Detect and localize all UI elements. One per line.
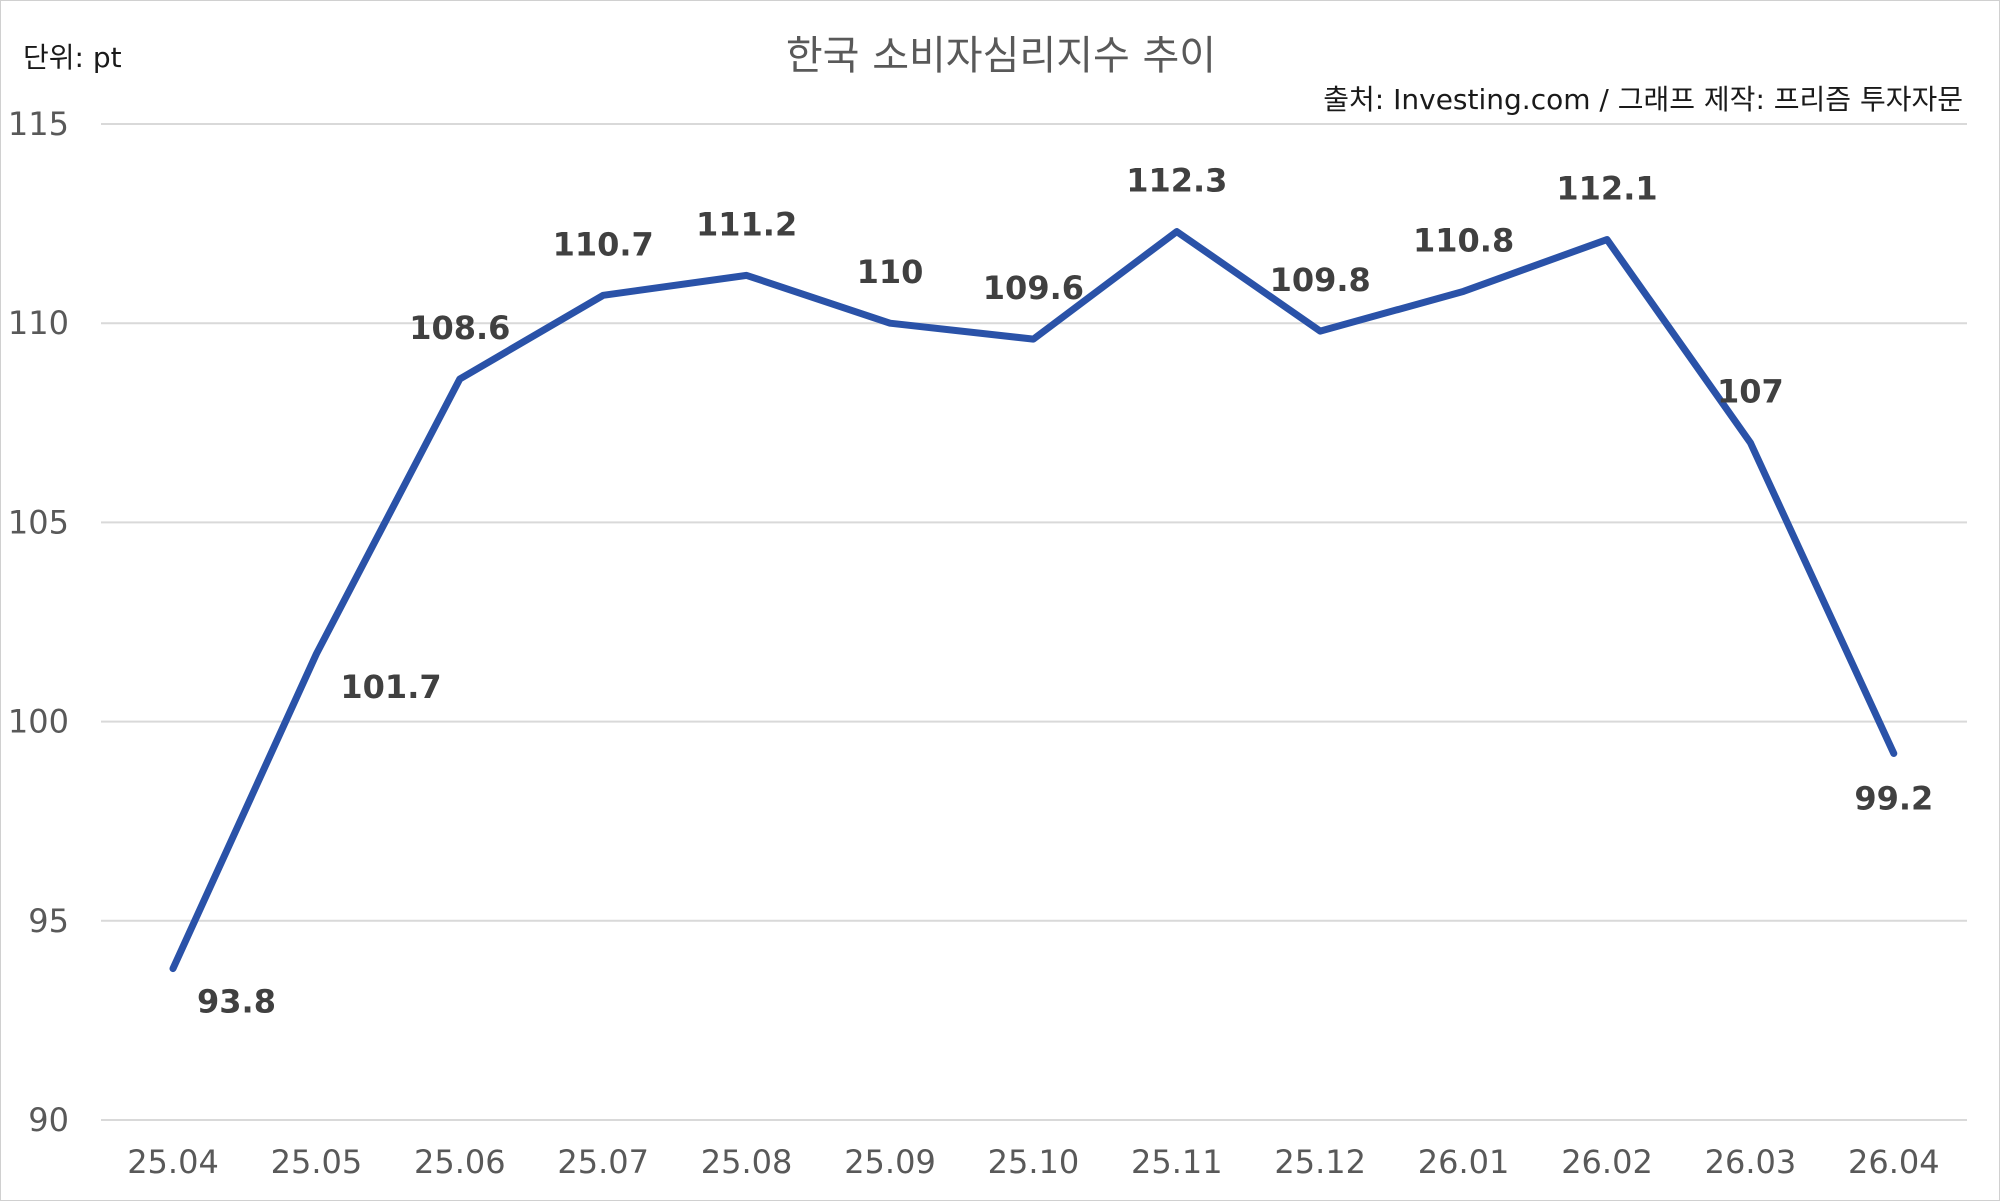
y-tick-label: 100 [8,703,69,741]
data-label: 110.7 [553,225,654,263]
data-point [1460,288,1467,295]
data-point [743,272,750,279]
source-label: 출처: Investing.com / 그래프 제작: 프리즘 투자자문 [1323,83,1963,116]
data-label: 111.2 [696,205,797,243]
data-label: 99.2 [1854,779,1933,817]
data-point [456,375,463,382]
data-point [1030,336,1037,343]
data-label: 112.3 [1126,162,1227,200]
data-label: 107 [1717,373,1784,411]
data-point [887,320,893,327]
data-point [170,965,176,972]
y-axis-ticks: 90 95 100 105 110 115 [8,105,69,1139]
data-label: 112.1 [1556,170,1657,208]
x-tick-label: 25.07 [557,1143,649,1181]
data-label: 101.7 [340,668,441,706]
data-point [1317,328,1324,335]
gridlines [101,123,1967,1121]
x-tick-label: 26.02 [1561,1143,1653,1181]
data-labels: 93.8 101.7 108.6 110.7 111.2 110 109.6 112.3 109… [197,162,1933,1021]
data-point [600,292,607,299]
x-tick-label: 26.04 [1848,1143,1940,1181]
x-tick-label: 25.10 [988,1143,1080,1181]
data-point [1604,236,1610,243]
x-tick-label: 25.08 [701,1143,793,1181]
data-label: 110 [857,253,924,291]
y-tick-label: 105 [8,503,69,541]
x-tick-label: 25.11 [1131,1143,1223,1181]
data-point [313,650,320,657]
x-tick-label: 25.09 [844,1143,936,1181]
y-tick-label: 115 [8,105,69,143]
data-label: 93.8 [197,983,276,1021]
x-tick-label: 26.01 [1418,1143,1510,1181]
data-point [1890,750,1897,757]
data-label: 109.8 [1270,261,1371,299]
x-tick-label: 25.05 [271,1143,363,1181]
data-point [1173,228,1180,235]
series-layer [169,228,1898,973]
x-tick-label: 26.03 [1705,1143,1797,1181]
y-tick-label: 95 [28,902,69,940]
x-tick-label: 25.06 [414,1143,506,1181]
y-tick-label: 90 [28,1101,69,1139]
data-point [1747,439,1754,446]
x-tick-label: 25.12 [1274,1143,1366,1181]
x-axis-ticks: 25.04 25.05 25.06 25.07 25.08 25.09 25.10 25.11… [127,1143,1939,1181]
data-label: 108.6 [409,309,510,347]
y-tick-label: 110 [8,304,69,342]
unit-label: 단위: pt [23,41,122,74]
chart-title: 한국 소비자심리지수 추이 [786,33,1216,79]
data-label: 109.6 [983,269,1084,307]
data-label: 110.8 [1413,221,1514,259]
x-tick-label: 25.04 [127,1143,219,1181]
